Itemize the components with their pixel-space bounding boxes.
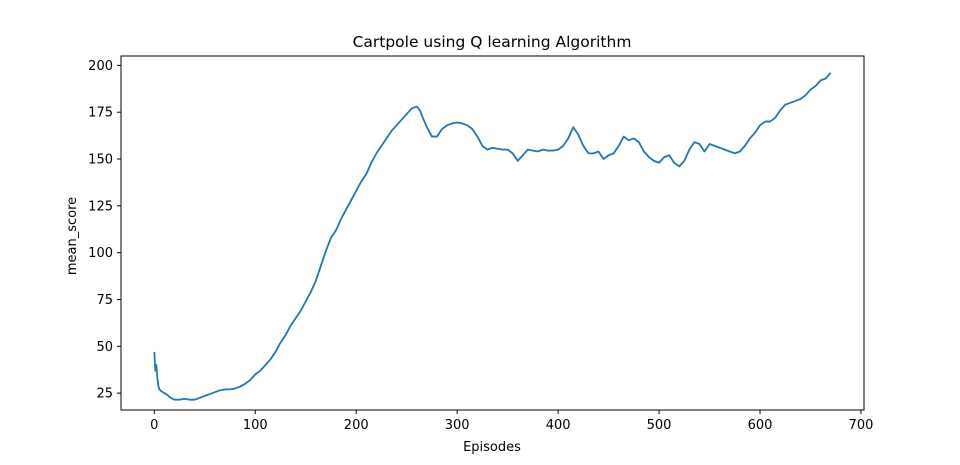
y-tick-label: 100 [88, 246, 113, 261]
x-tick-label: 600 [748, 418, 773, 433]
y-tick-label: 50 [96, 340, 113, 355]
y-tick-label: 25 [96, 387, 113, 402]
y-axis: 25 50 75 100 125 150 175 200 [88, 59, 121, 402]
y-tick-label: 150 [88, 153, 113, 168]
axes-frame [120, 55, 865, 411]
plot-area [120, 55, 865, 411]
x-tick-label: 100 [243, 418, 268, 433]
y-tick-label: 75 [96, 293, 113, 308]
y-tick-label: 175 [88, 106, 113, 121]
x-tick-label: 400 [546, 418, 571, 433]
y-tick-label: 125 [88, 199, 113, 214]
x-tick-label: 700 [849, 418, 874, 433]
x-tick-label: 0 [150, 418, 158, 433]
x-tick-label: 300 [445, 418, 470, 433]
x-axis: 0 100 200 300 400 500 600 700 [150, 410, 873, 433]
x-axis-label: Episodes [463, 440, 521, 455]
chart-title: Cartpole using Q learning Algorithm [353, 33, 632, 51]
x-tick-label: 200 [344, 418, 369, 433]
y-axis-label: mean_score [65, 197, 80, 275]
x-tick-label: 500 [647, 418, 672, 433]
y-tick-label: 200 [88, 59, 113, 74]
series-line-1 [153, 72, 832, 401]
